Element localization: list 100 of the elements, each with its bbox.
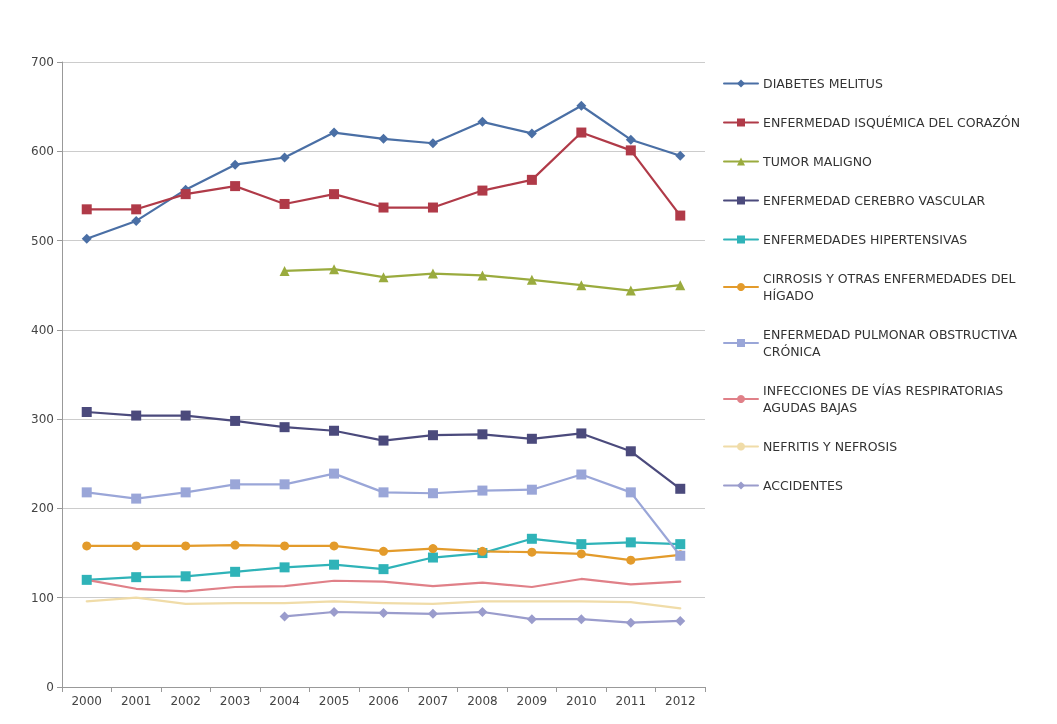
point xyxy=(329,264,340,275)
legend-label: ACCIDENTES xyxy=(763,478,843,493)
point xyxy=(230,415,241,426)
point xyxy=(625,134,636,145)
point xyxy=(526,174,537,185)
point xyxy=(626,555,636,565)
point xyxy=(427,488,438,499)
point xyxy=(576,428,587,439)
point xyxy=(477,429,488,440)
point xyxy=(378,272,389,283)
point xyxy=(625,537,636,548)
legend-label: NEFRITIS Y NEFROSIS xyxy=(763,439,898,454)
point xyxy=(675,539,686,550)
legend-label: ENFERMEDAD CEREBRO VASCULAR xyxy=(763,193,986,208)
point xyxy=(526,614,537,625)
point xyxy=(576,549,586,559)
y-tick-label: 400 xyxy=(31,322,54,337)
point xyxy=(527,547,537,557)
point xyxy=(427,202,438,213)
x-tick-label: 2002 xyxy=(170,694,201,708)
point xyxy=(526,433,537,444)
legend-label: INFECCIONES DE VÍAS RESPIRATORIAS AGUDAS BAJAS xyxy=(763,383,1008,415)
point xyxy=(477,185,488,196)
y-tick-label: 500 xyxy=(31,233,54,248)
point xyxy=(279,198,290,209)
x-tick-label: 2001 xyxy=(120,694,152,708)
point xyxy=(81,233,92,244)
y-tick-label: 300 xyxy=(31,412,54,427)
x-tick-label: 2000 xyxy=(71,694,102,708)
point xyxy=(180,189,191,200)
point xyxy=(625,446,636,457)
point xyxy=(181,541,191,551)
point xyxy=(81,407,92,417)
point xyxy=(477,270,488,281)
point xyxy=(329,468,340,479)
point xyxy=(131,541,141,551)
point xyxy=(477,116,488,127)
legend-label: ENFERMEDADES HIPERTENSIVAS xyxy=(763,232,968,247)
y-tick-label: 100 xyxy=(31,590,54,605)
legend-label: ENFERMEDAD ISQUÉMICA DEL CORAZÓN xyxy=(763,115,1021,130)
point xyxy=(230,540,240,550)
y-tick-label: 200 xyxy=(31,501,54,516)
point xyxy=(180,487,191,498)
x-tick-label: 2006 xyxy=(368,694,399,708)
point xyxy=(230,566,241,577)
point xyxy=(576,100,587,111)
point xyxy=(526,274,537,285)
point xyxy=(81,487,92,498)
point xyxy=(576,469,587,480)
point xyxy=(82,541,92,551)
point xyxy=(378,435,389,446)
y-tick-label: 700 xyxy=(31,55,54,69)
point xyxy=(625,487,636,498)
point xyxy=(81,574,92,585)
point xyxy=(329,127,340,138)
x-tick-label: 2008 xyxy=(467,694,498,708)
point xyxy=(230,159,241,170)
x-tick-label: 2012 xyxy=(665,694,696,708)
point xyxy=(576,539,587,550)
point xyxy=(625,145,636,156)
point xyxy=(131,215,142,226)
point xyxy=(329,425,340,436)
point xyxy=(180,410,191,421)
x-tick-label: 2003 xyxy=(219,694,251,708)
point xyxy=(378,487,389,498)
point xyxy=(279,265,290,276)
point xyxy=(378,202,389,213)
point xyxy=(279,479,290,490)
point xyxy=(526,533,537,544)
point xyxy=(280,541,290,551)
point xyxy=(279,562,290,573)
point xyxy=(477,485,488,496)
x-tick-label: 2007 xyxy=(417,694,449,708)
point xyxy=(329,541,339,551)
point xyxy=(427,268,438,279)
x-tick-label: 2004 xyxy=(269,694,300,708)
point xyxy=(180,571,191,582)
point xyxy=(131,572,142,583)
point xyxy=(526,484,537,495)
point xyxy=(625,617,636,628)
point xyxy=(230,181,241,192)
point xyxy=(477,607,488,617)
legend-label: TUMOR MALIGNO xyxy=(762,154,873,169)
point xyxy=(378,607,389,618)
point xyxy=(379,546,388,556)
x-tick-label: 2011 xyxy=(615,694,647,708)
point xyxy=(675,615,686,626)
point xyxy=(230,479,241,490)
y-tick-label: 0 xyxy=(46,680,54,694)
point xyxy=(576,280,587,291)
point xyxy=(131,410,142,421)
point xyxy=(81,204,92,215)
x-tick-label: 2005 xyxy=(318,694,350,708)
point xyxy=(427,430,438,441)
point xyxy=(526,128,537,139)
point xyxy=(675,150,686,161)
point xyxy=(131,493,142,504)
line-series xyxy=(85,596,682,610)
legend-label: DIABETES MELITUS xyxy=(763,76,883,91)
point xyxy=(427,138,438,149)
